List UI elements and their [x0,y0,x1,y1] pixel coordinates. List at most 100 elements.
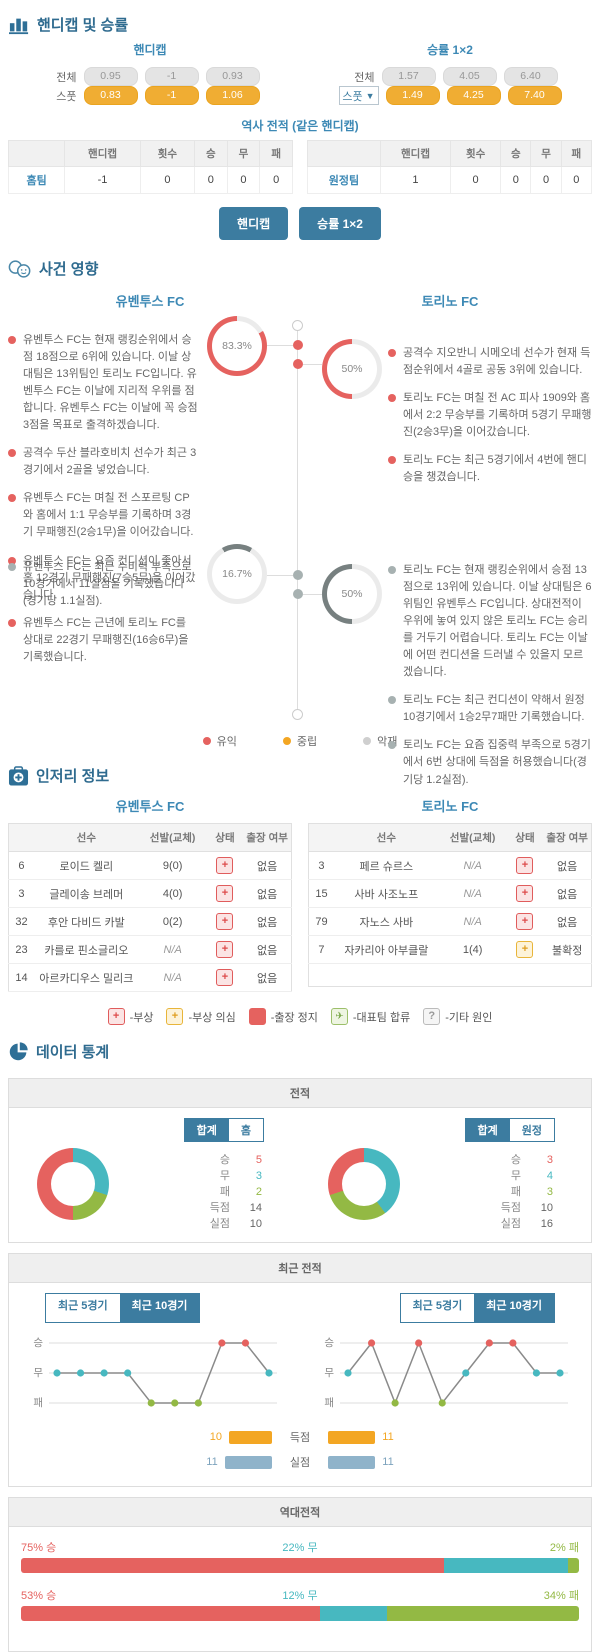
toggle-option[interactable]: 최근 10경기 [474,1294,554,1322]
bullet-dot-icon [8,336,16,344]
match-result-point [556,1369,564,1377]
plus-red-icon: + [107,1008,125,1025]
h2h-stacked-bar [21,1606,579,1621]
player-starts: N/A [438,907,507,936]
stat-label: 득점 [209,1202,230,1214]
stat-value: 10 [540,1202,553,1214]
player-number: 6 [8,851,34,880]
injury-header-cell [8,823,34,852]
match-result-point [124,1369,132,1377]
chevron-down-icon: ▼ [365,90,375,101]
stat-value: 4 [546,1170,553,1182]
toggle-option[interactable]: 최근 10경기 [119,1294,200,1322]
injury-row: 23 카를로 핀소글리오 N/A + 없음 [8,935,292,964]
toggle-option[interactable]: 최근 5경기 [58,1300,108,1312]
player-availability: 없음 [243,963,292,992]
toggle-option[interactable]: 홈 [240,1125,251,1137]
record-header: 전적 [9,1079,591,1108]
toggle-option[interactable]: 최근 5경기 [412,1300,463,1312]
player-name: 페르 슈르스 [333,851,439,880]
injury-legend-item: + -부상 의심 [166,1008,236,1025]
stats-section-header: 데이터 통계 [0,1027,600,1068]
match-result-point [344,1369,352,1377]
gauge-connector [303,364,322,365]
goal-value: 10 [209,1431,222,1443]
player-status: + [506,907,544,936]
axis-label: 승 [33,1337,43,1349]
player-name: 아르카디우스 밀리크 [33,963,139,992]
player-status: + [206,851,244,880]
player-name: 자카리아 아부클랄 [333,935,439,964]
home-record-stats: 승 5 무 3 패 2 득점 14 실점 10 [200,1152,262,1232]
goal-bars: 10 득점 11 11 실점 11 [9,1429,591,1470]
injury-doubt-icon: + [516,941,534,958]
history-header-cell: 승 [194,140,228,167]
match-result-point [509,1339,517,1347]
handicap-column: 핸디캡 전체 0.95 -1 0.93 스풋 0.83 -1 1.06 [0,41,300,105]
injury-legend-label: -출장 정지 [270,1011,318,1024]
recent-home-toggle: 최근 5경기 최근 10경기 [45,1293,201,1323]
history-title: 역사 전적 (같은 핸디캡) [241,119,359,133]
player-availability: 없음 [543,851,592,880]
player-name: 카를로 핀소글리오 [33,935,139,964]
player-name: 후안 다비드 카발 [33,907,139,936]
axis-label: 무 [324,1367,334,1379]
history-header-cell: 패 [259,140,293,167]
away-results-line-chart [340,1339,568,1407]
away-bad-events: 토리노 FC는 현재 랭킹순위에서 승점 13점으로 13위에 있습니다. 이날… [388,562,592,800]
event-text: 유벤투스 FC는 요즘 컨디션이 좋아서 홈 12경기 무패행진(7승5무)을 … [23,554,196,601]
history-header-cell: 승 [500,140,532,167]
toggle-option[interactable]: 합계 [184,1119,229,1141]
h2h-segment [319,1606,388,1621]
odds-row-label: 스풋 [56,90,77,103]
event-text: 토리노 FC는 요즘 집중력 부족으로 5경기에서 6번 상대에 득점을 허용했… [403,739,591,786]
injury-header-cell: 상태 [206,823,244,852]
event-item: 토리노 FC는 현재 랭킹순위에서 승점 13점으로 13위에 있습니다. 이날… [388,562,592,681]
winrate-rows: 전체 1.57 4.05 6.40 스풋 ▼ 1.49 4.25 7.40 [338,67,562,105]
bar-chart-icon [9,18,29,34]
player-starts: N/A [138,963,207,992]
away-goal-bar: 11 [328,1430,583,1444]
home-results-line-chart [49,1339,277,1407]
injury-away: 토리노 FC 선수 선발(교체) 상태 출장 여부 3 페르 슈르스 N/A + 없음 15 사바 … [308,796,592,992]
injury-icon: + [516,913,534,930]
match-result-point [485,1339,493,1347]
odds-row: 스풋 ▼ 1.49 4.25 7.40 [338,86,562,105]
legend-label: 유익 [216,736,237,748]
player-name: 글레이송 브레머 [33,879,139,908]
goal-bar-label: 득점 [289,1432,311,1444]
injury-legend-item: -출장 정지 [248,1008,318,1025]
bullet-dot-icon [8,556,16,565]
odds-pill: 7.40 [507,86,562,105]
odds-pill: 0.83 [83,86,138,105]
injury-header-cell: 선발(교체) [438,823,507,852]
event-item: 유벤투스 FC는 현재 랭킹순위에서 승점 18점으로 6위에 있습니다. 이날… [8,332,198,434]
legend-item: 중립 [282,733,317,749]
match-result-point [76,1369,85,1377]
winrate-button[interactable]: 승률 1×2 [299,207,381,240]
event-text: 토리노 FC는 며칠 전 AC 피사 1909와 홈에서 2:2 무승부를 기록… [403,392,592,439]
toggle-option[interactable]: 원정 [521,1125,542,1137]
handicap-button[interactable]: 핸디캡 [219,207,289,240]
event-item: 공격수 두산 블라호비치 선수가 최근 3경기에서 2골을 넣었습니다. [8,445,198,479]
h2h-segment [443,1558,568,1573]
away-goal-bar: 11 [328,1455,583,1469]
toggle-option[interactable]: 합계 [465,1119,510,1141]
legend-dot-icon [282,737,291,745]
bullet-dot-icon [8,618,16,627]
player-number: 15 [308,879,334,908]
stat-label: 패 [219,1186,230,1198]
odds-pill: 6.40 [503,67,558,86]
injury-section-title: 인저리 정보 [36,768,110,785]
h2h-body: 75% 승 22% 무 2% 패 53% 승 12% 무 34% 패 [9,1527,591,1651]
empty-row [309,964,592,987]
h2h-bar-group: 75% 승 22% 무 2% 패 [21,1539,579,1573]
player-status: + [206,963,244,992]
injury-legend-label: -대표팀 합류 [352,1011,411,1024]
bullet-dot-icon [388,696,396,705]
history-value-cell: 0 [450,166,502,194]
history-header-cell: 핸디캡 [379,140,452,167]
spot-dropdown[interactable]: 스풋 ▼ [338,86,379,105]
player-availability: 없음 [243,907,292,936]
